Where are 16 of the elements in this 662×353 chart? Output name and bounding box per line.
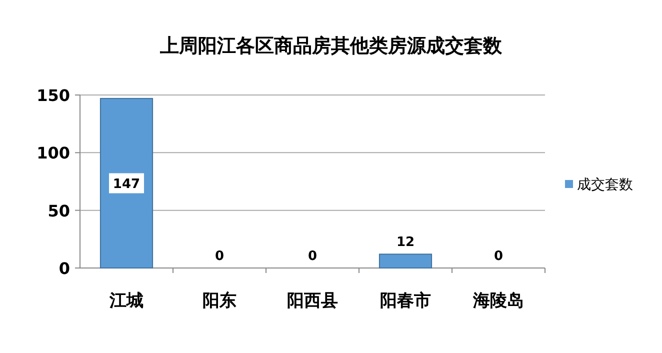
chart-title: 上周阳江各区商品房其他类房源成交套数 — [159, 35, 503, 57]
data-label: 147 — [112, 177, 140, 192]
data-label: 0 — [494, 249, 504, 264]
data-label: 0 — [214, 249, 224, 264]
legend-label: 成交套数 — [577, 177, 633, 193]
x-tick-label: 江城 — [108, 291, 144, 311]
data-label: 0 — [308, 249, 318, 264]
x-tick-label: 阳东 — [202, 291, 236, 311]
x-tick-label: 阳西县 — [287, 291, 338, 311]
data-label: 12 — [396, 235, 415, 250]
x-tick-label: 阳春市 — [380, 291, 431, 311]
y-tick-label: 150 — [36, 86, 70, 105]
y-tick-label: 0 — [58, 259, 70, 278]
y-tick-label: 50 — [48, 201, 70, 220]
x-tick-label: 海陵岛 — [472, 291, 524, 311]
y-tick-label: 100 — [36, 144, 70, 163]
